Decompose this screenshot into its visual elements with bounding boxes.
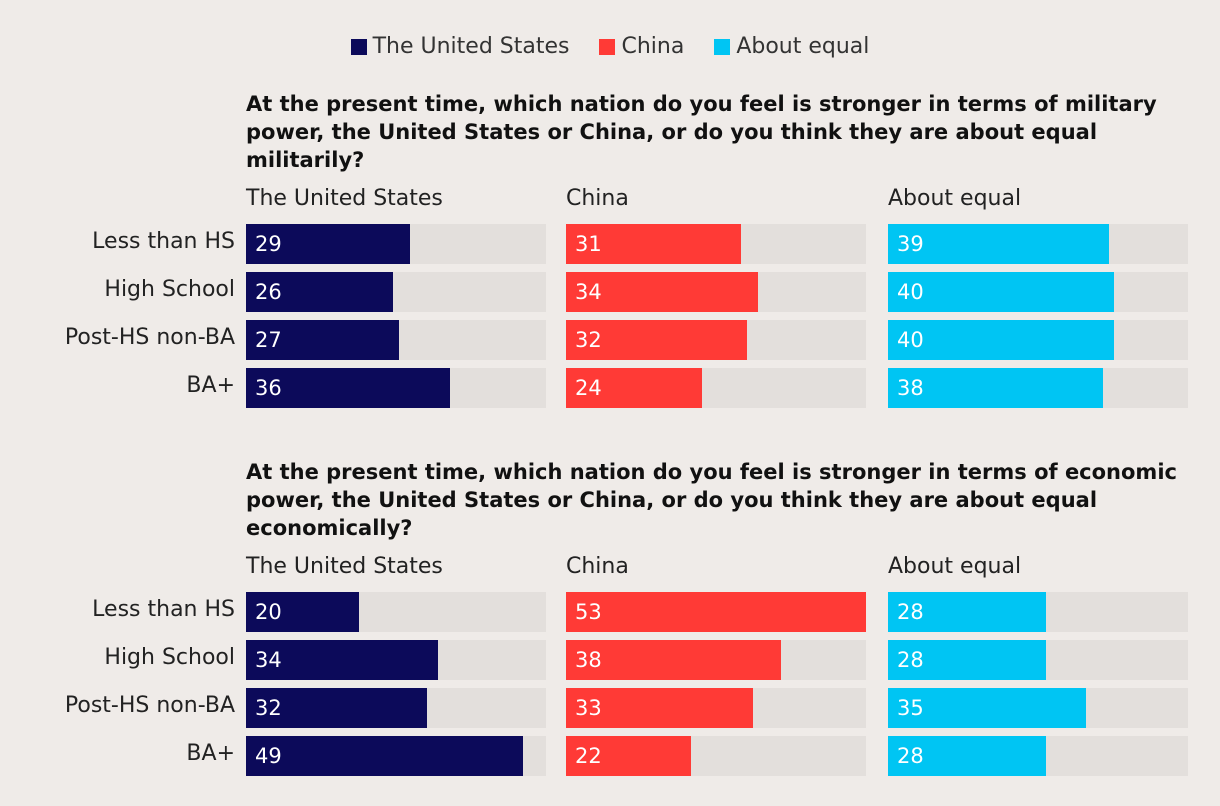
bar-the-united-states-post-hs-non-ba	[246, 688, 427, 728]
bar-track: 29	[246, 224, 546, 264]
legend-item-china: China	[599, 34, 684, 59]
bar-value-label: 40	[897, 280, 924, 304]
legend: The United States China About equal	[0, 34, 1220, 59]
row-label-high-school: High School	[104, 645, 235, 670]
bar-track: 28	[888, 592, 1188, 632]
legend-label-us: The United States	[372, 34, 570, 59]
bar-track: 33	[566, 688, 866, 728]
bar-about-equal-high-school	[888, 640, 1046, 680]
column-header-china: China	[566, 186, 629, 211]
bar-track: 31	[566, 224, 866, 264]
bar-track: 20	[246, 592, 546, 632]
bar-about-equal-post-hs-non-ba	[888, 320, 1114, 360]
bar-value-label: 31	[575, 232, 602, 256]
bar-about-equal-ba	[888, 368, 1103, 408]
bar-track: 38	[888, 368, 1188, 408]
bar-value-label: 29	[255, 232, 282, 256]
bar-value-label: 32	[255, 696, 282, 720]
bar-value-label: 34	[255, 648, 282, 672]
bar-value-label: 49	[255, 744, 282, 768]
bar-china-post-hs-non-ba	[566, 320, 747, 360]
row-label-high-school: High School	[104, 277, 235, 302]
bar-track: 34	[566, 272, 866, 312]
bar-about-equal-ba	[888, 736, 1046, 776]
bar-track: 49	[246, 736, 546, 776]
bar-track: 26	[246, 272, 546, 312]
bar-value-label: 22	[575, 744, 602, 768]
bar-value-label: 27	[255, 328, 282, 352]
bar-track: 40	[888, 272, 1188, 312]
column-header-china: China	[566, 554, 629, 579]
economic-question-title: At the present time, which nation do you…	[246, 460, 1177, 540]
bar-track: 38	[566, 640, 866, 680]
bar-value-label: 28	[897, 600, 924, 624]
bar-the-united-states-less-than-hs	[246, 224, 410, 264]
row-label-post-hs-non-ba: Post-HS non-BA	[64, 325, 235, 350]
bar-track: 39	[888, 224, 1188, 264]
bar-value-label: 24	[575, 376, 602, 400]
bar-value-label: 53	[575, 600, 602, 624]
bar-track: 22	[566, 736, 866, 776]
legend-item-equal: About equal	[714, 34, 869, 59]
bar-value-label: 28	[897, 648, 924, 672]
bar-track: 36	[246, 368, 546, 408]
bar-value-label: 38	[575, 648, 602, 672]
bar-china-post-hs-non-ba	[566, 688, 753, 728]
bar-value-label: 32	[575, 328, 602, 352]
bar-the-united-states-ba	[246, 736, 523, 776]
legend-swatch-equal	[714, 38, 731, 55]
row-label-less-than-hs: Less than HS	[92, 597, 235, 622]
bar-china-high-school	[566, 272, 758, 312]
bar-the-united-states-high-school	[246, 640, 438, 680]
bar-the-united-states-high-school	[246, 272, 393, 312]
row-label-less-than-hs: Less than HS	[92, 229, 235, 254]
military-question-title: At the present time, which nation do you…	[246, 92, 1157, 172]
row-label-ba: BA+	[186, 741, 235, 766]
bar-track: 27	[246, 320, 546, 360]
legend-label-china: China	[621, 34, 685, 59]
column-header-the-united-states: The United States	[246, 186, 443, 211]
bar-track: 35	[888, 688, 1188, 728]
legend-item-us: The United States	[350, 34, 570, 59]
bar-value-label: 20	[255, 600, 282, 624]
bar-about-equal-less-than-hs	[888, 224, 1109, 264]
bar-value-label: 34	[575, 280, 602, 304]
bar-the-united-states-less-than-hs	[246, 592, 359, 632]
bar-track: 32	[246, 688, 546, 728]
legend-swatch-us	[350, 38, 367, 55]
bar-about-equal-less-than-hs	[888, 592, 1046, 632]
bar-china-ba	[566, 736, 691, 776]
bar-china-high-school	[566, 640, 781, 680]
bar-track: 53	[566, 592, 866, 632]
bar-about-equal-high-school	[888, 272, 1114, 312]
bar-value-label: 36	[255, 376, 282, 400]
column-header-about-equal: About equal	[888, 554, 1022, 579]
bar-about-equal-post-hs-non-ba	[888, 688, 1086, 728]
bar-value-label: 38	[897, 376, 924, 400]
bar-value-label: 33	[575, 696, 602, 720]
row-label-ba: BA+	[186, 373, 235, 398]
bar-track: 28	[888, 736, 1188, 776]
bar-value-label: 35	[897, 696, 924, 720]
bar-track: 28	[888, 640, 1188, 680]
bar-value-label: 26	[255, 280, 282, 304]
bar-china-ba	[566, 368, 702, 408]
bar-value-label: 28	[897, 744, 924, 768]
bar-china-less-than-hs	[566, 592, 866, 632]
bar-value-label: 39	[897, 232, 924, 256]
column-header-the-united-states: The United States	[246, 554, 443, 579]
bar-china-less-than-hs	[566, 224, 741, 264]
bar-the-united-states-post-hs-non-ba	[246, 320, 399, 360]
legend-swatch-china	[599, 38, 616, 55]
bar-track: 40	[888, 320, 1188, 360]
bar-track: 24	[566, 368, 866, 408]
bar-track: 32	[566, 320, 866, 360]
column-header-about-equal: About equal	[888, 186, 1022, 211]
bar-value-label: 40	[897, 328, 924, 352]
row-label-post-hs-non-ba: Post-HS non-BA	[64, 693, 235, 718]
legend-label-equal: About equal	[736, 34, 870, 59]
bar-track: 34	[246, 640, 546, 680]
bar-the-united-states-ba	[246, 368, 450, 408]
